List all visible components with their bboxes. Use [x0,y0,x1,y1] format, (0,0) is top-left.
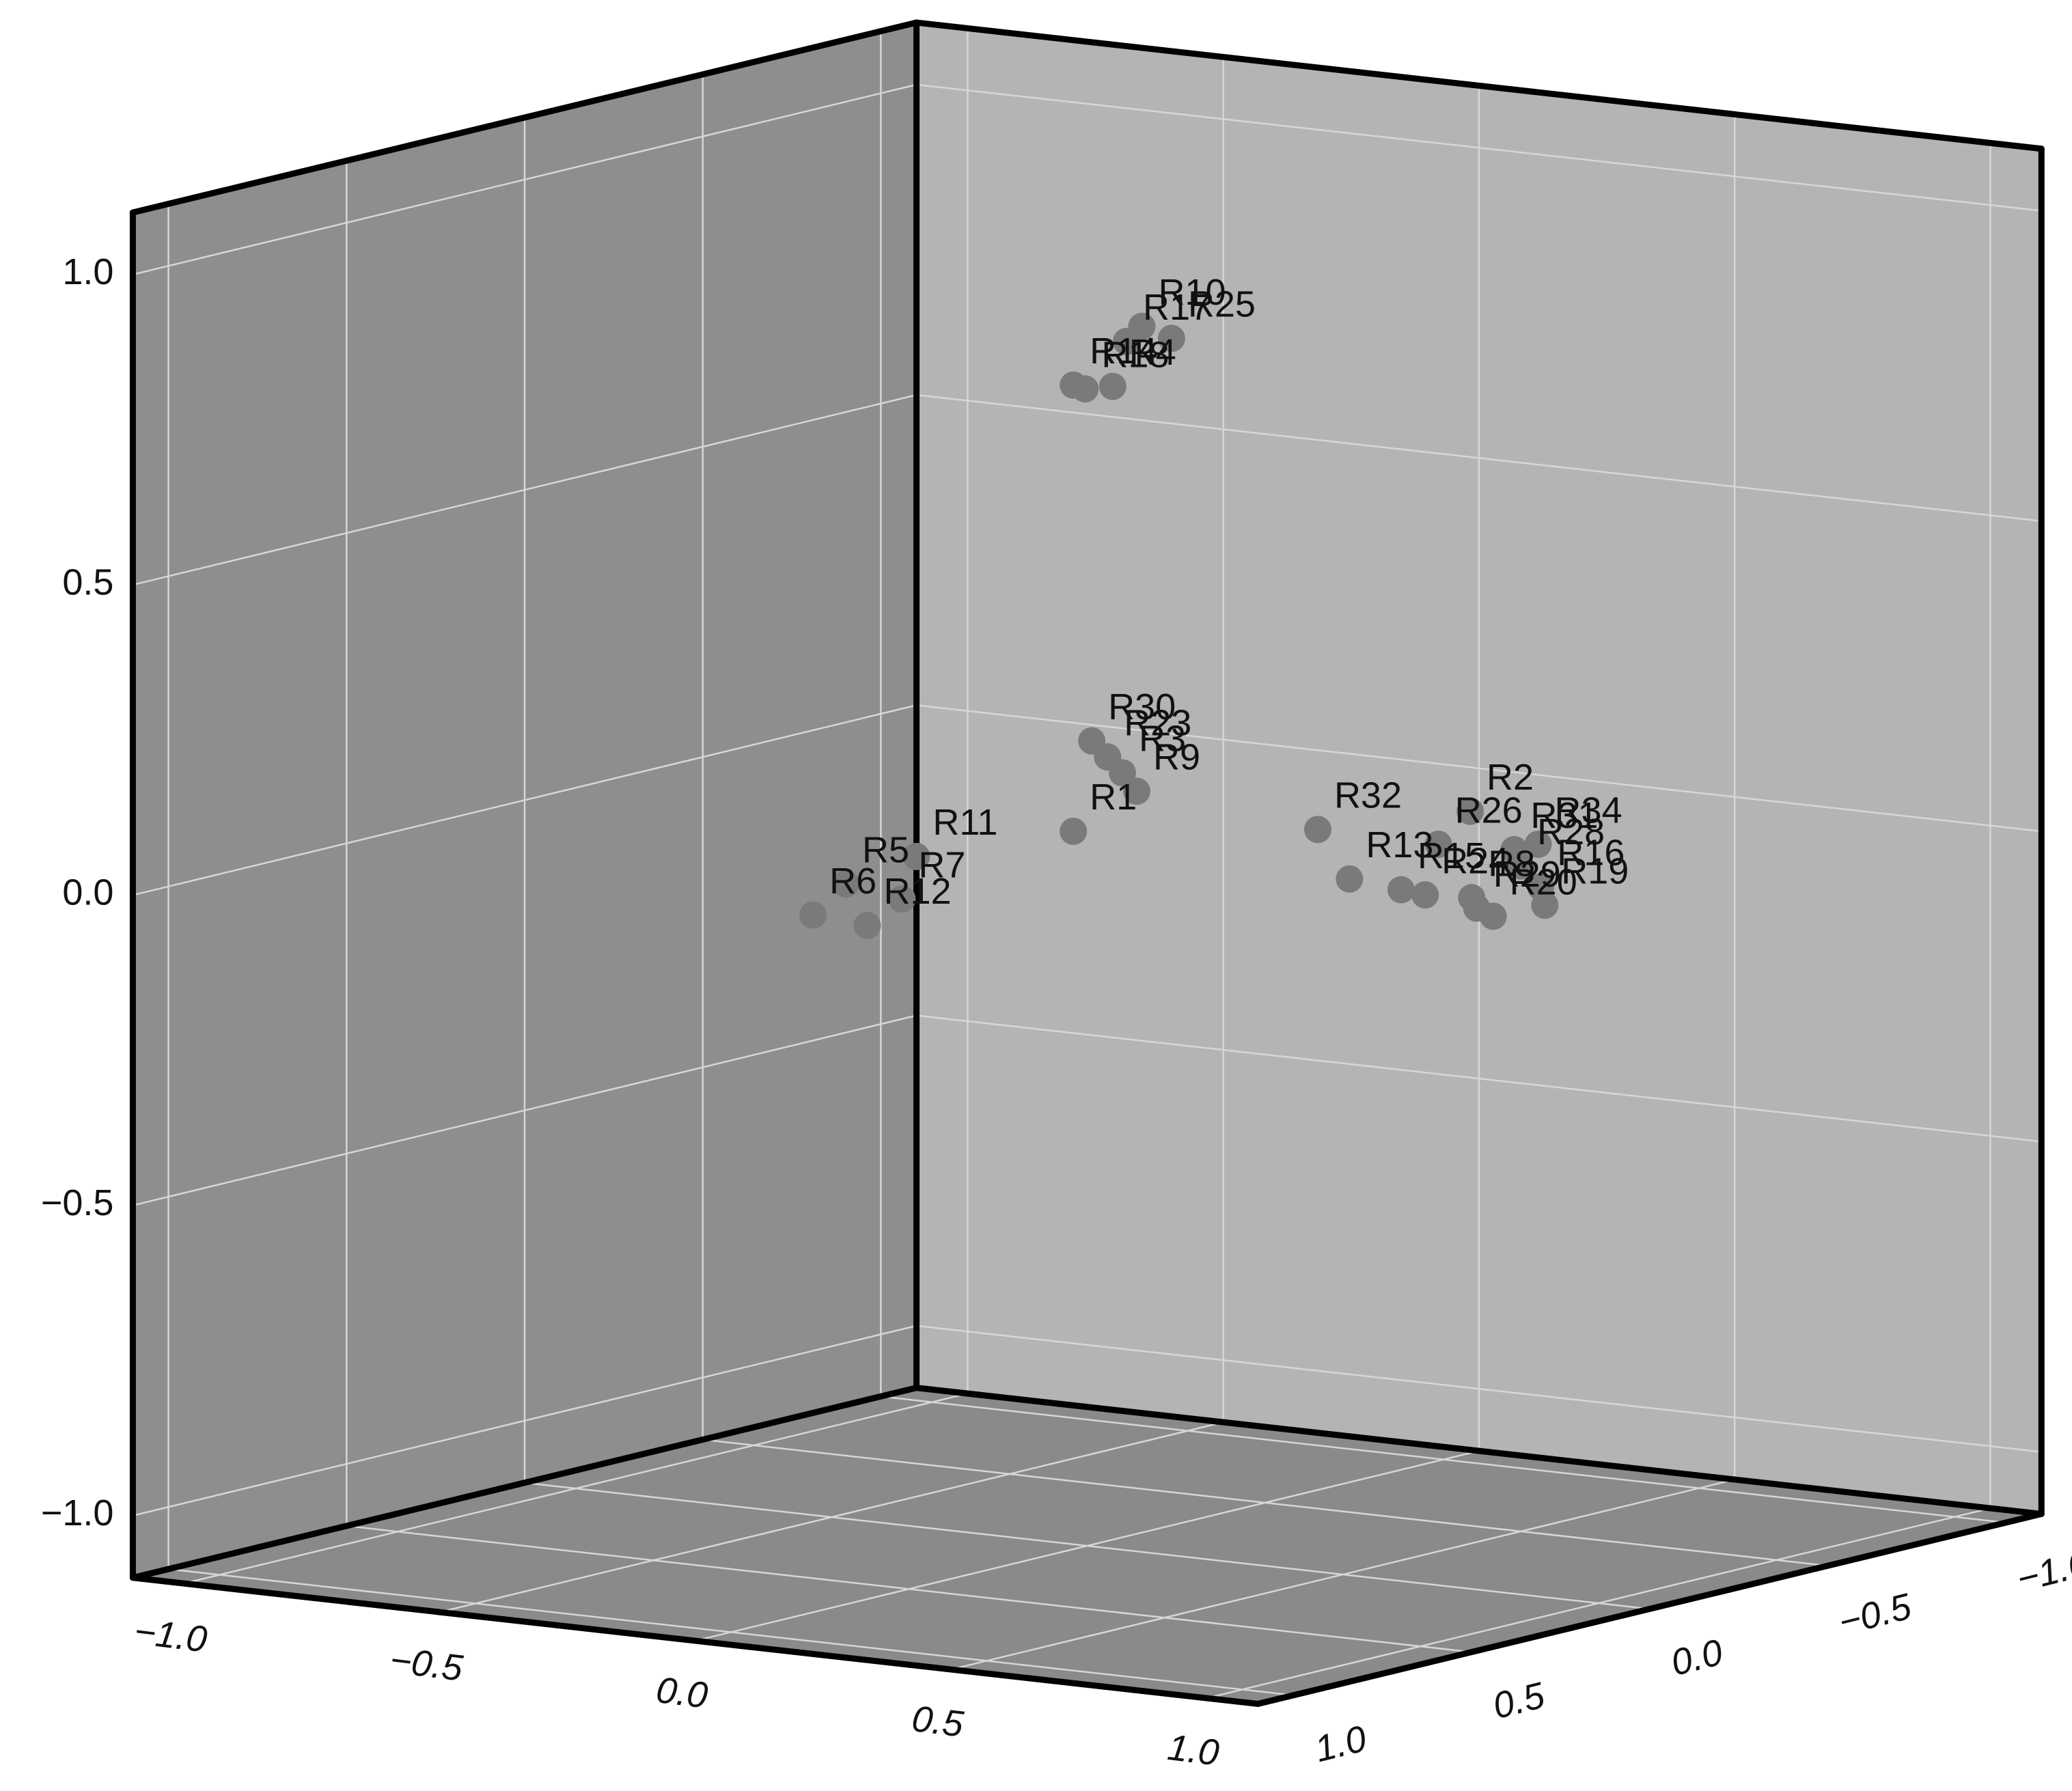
y-tick-label: 1.0 [1311,1718,1370,1770]
box-edge [1254,1510,2045,1707]
point-label: R1 [1090,777,1137,818]
point [853,911,881,939]
z-tick-label: 0.0 [62,872,113,913]
point-label: R3 [1139,719,1186,760]
box-edge [913,19,2045,152]
grid-line [168,1568,1294,1697]
point-label: R4 [1129,332,1176,373]
x-tick-label: 1.0 [1165,1727,1221,1774]
point-label: R5 [862,829,909,870]
point [1303,816,1331,844]
grid-line [524,1482,1650,1610]
point-label: R13 [1366,824,1433,865]
point-label: R2 [1487,757,1534,798]
point-label: R7 [918,844,965,885]
x-tick-label: −1.0 [132,1611,209,1661]
point [799,901,827,929]
point [1122,777,1150,805]
grid-line [881,1396,2006,1524]
point-label: R30 [1108,686,1176,727]
point [1411,881,1439,909]
point-label: R15 [1418,835,1485,876]
point-label: R24 [1441,840,1509,881]
point-label: R9 [1153,737,1200,778]
point [1424,831,1452,859]
point [1524,831,1552,859]
y-tick-label: 0.0 [1667,1632,1726,1684]
point-label: R25 [1188,284,1256,325]
point-label: R11 [933,802,997,843]
point-label: R14 [1090,331,1157,372]
point [888,885,916,913]
point-label: R28 [1537,811,1605,852]
box-edge [129,19,920,216]
point [1336,865,1364,893]
grid-line [346,1525,1472,1653]
point-label: R18 [1101,335,1169,376]
point-label: R26 [1455,790,1523,831]
point-label: R8 [1488,843,1535,884]
grid-line [702,1439,1828,1567]
point [1456,797,1484,825]
z-tick-label: 1.0 [62,251,113,292]
point-label: R16 [1557,833,1625,874]
point [1099,372,1127,400]
z-tick-label: 0.5 [62,561,113,602]
box-edge [129,1574,1261,1707]
x-tick-label: −0.5 [387,1639,465,1689]
point-label: R6 [829,861,876,902]
point [1112,327,1140,355]
point [1157,324,1185,352]
point-label: R23 [1124,702,1191,743]
y-tick-label: 0.5 [1489,1675,1549,1727]
point [1094,743,1122,771]
point-label: R32 [1334,775,1402,816]
y-tick-label: −1.0 [2013,1542,2072,1600]
point [902,842,930,870]
z-tick-label: −0.5 [41,1182,114,1223]
point-label: R31 [1530,795,1598,836]
point [1387,876,1415,904]
point-label: R12 [883,871,951,912]
z-tick-label: −1.0 [41,1492,114,1533]
point-label: R17 [1143,287,1211,328]
point [1071,375,1099,403]
box-edge [913,1385,2045,1517]
x-tick-label: 0.0 [654,1669,710,1717]
point-label: R19 [1561,851,1629,892]
x-tick-label: 0.5 [910,1698,967,1745]
point-label: R29 [1493,854,1561,895]
point [1507,852,1535,880]
point [1463,894,1491,922]
box-edge [129,1385,920,1581]
point [1060,817,1088,845]
point-label: R34 [1555,790,1622,831]
point-label: R20 [1510,862,1577,903]
y-tick-label: −0.5 [1835,1585,1916,1643]
point [1531,891,1559,919]
point [832,870,860,898]
point-label: R10 [1158,272,1226,313]
